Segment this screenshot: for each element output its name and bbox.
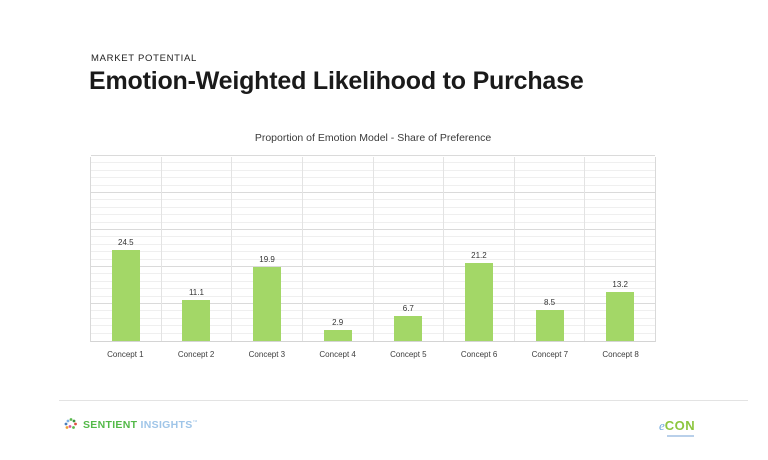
bar-value-label: 13.2 [612,280,628,290]
bar-value-label: 2.9 [332,318,344,328]
bar-concept-6 [464,262,493,341]
bar-value-label: 19.9 [259,255,275,265]
kicker: MARKET POTENTIAL [91,53,198,64]
chart-column: 13.2 [585,157,655,341]
econ-logo: eCON [659,418,695,437]
footer-divider [59,400,748,401]
chart-column: 19.9 [232,157,303,341]
sentient-insights-logo: SENTIENT INSIGHTS™ [63,417,198,432]
category-axis: Concept 1 Concept 2 Concept 3 Concept 4 Conc… [90,342,656,359]
bar-value-label: 11.1 [188,287,204,297]
econ-e: e [659,418,665,433]
trademark-symbol: ™ [192,419,198,425]
chart-title: Proportion of Emotion Model - Share of P… [254,132,492,144]
bar-concept-3 [253,267,282,341]
econ-con: CON [664,418,696,433]
category-label: Concept 1 [107,350,144,359]
category-label: Concept 2 [177,350,215,359]
bar-concept-2 [182,299,211,341]
econ-tagline [667,435,694,437]
chart-column: 6.7 [374,157,445,341]
chart-column: 24.5 [91,157,162,341]
chart-column: 11.1 [162,157,233,341]
chart-column: 8.5 [515,157,586,341]
category-label: Concept 7 [531,350,569,359]
bar-concept-4 [323,330,352,341]
plot-area: 24.5 11.1 19.9 2.9 6.7 21.2 8.5 13.2 [90,155,656,342]
sentient-wordmark: SENTIENT INSIGHTS™ [83,419,198,431]
sentient-burst-icon [64,418,77,429]
bar-concept-8 [606,292,635,341]
sentient-wordmark-secondary: INSIGHTS [140,418,193,431]
bar-concept-7 [535,309,564,341]
bar-value-label: 21.2 [471,250,487,260]
chart-columns: 24.5 11.1 19.9 2.9 6.7 21.2 8.5 13.2 [91,157,655,341]
chart-column: 21.2 [444,157,515,341]
chart-column: 2.9 [303,157,374,341]
gridline [91,155,655,156]
page-title: Emotion-Weighted Likelihood to Purchase [89,67,584,95]
category-label: Concept 5 [390,350,427,359]
category-label: Concept 8 [602,350,639,359]
bar-concept-5 [394,316,423,341]
category-label: Concept 6 [460,350,498,359]
category-label: Concept 4 [319,350,356,359]
sentient-wordmark-primary: SENTIENT [83,418,138,431]
bar-value-label: 8.5 [544,297,556,307]
bar-concept-1 [111,250,140,341]
bar-value-label: 24.5 [118,238,134,248]
bar-value-label: 6.7 [402,304,414,314]
category-label: Concept 3 [248,350,286,359]
